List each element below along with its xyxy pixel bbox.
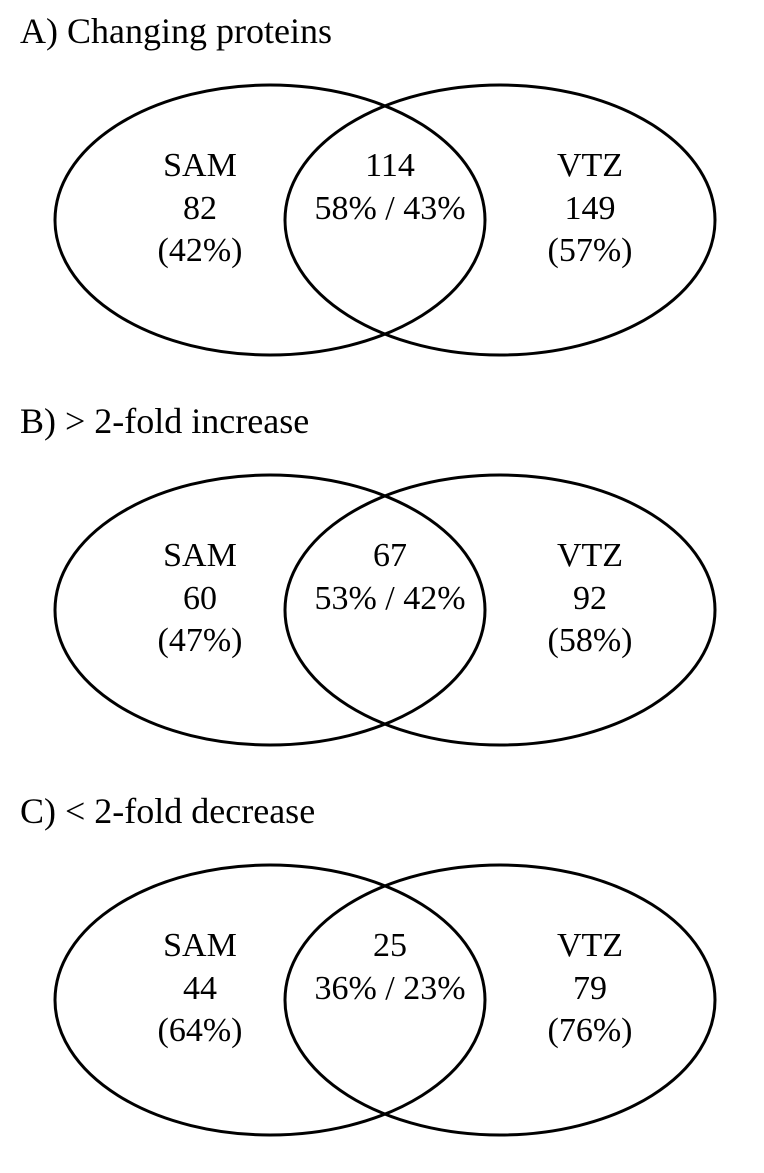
venn-C-mid-pct: 36% / 23% [290,968,490,1011]
venn-A-mid-count: 114 [290,145,490,188]
panel-A-title: A) Changing proteins [20,10,332,52]
venn-B-left-region: SAM 60 (47%) [100,535,300,663]
panel-B-title: B) > 2-fold increase [20,400,309,442]
venn-B-left-name: SAM [100,535,300,578]
venn-A-left-pct: (42%) [100,230,300,273]
venn-A-left-name: SAM [100,145,300,188]
venn-C-mid-count: 25 [290,925,490,968]
venn-B-left-pct: (47%) [100,620,300,663]
venn-A-left-count: 82 [100,188,300,231]
venn-B-mid-region: 67 53% / 42% [290,535,490,620]
venn-C-left-count: 44 [100,968,300,1011]
venn-B-mid-pct: 53% / 42% [290,578,490,621]
venn-C-right-region: VTZ 79 (76%) [490,925,690,1053]
venn-A-right-count: 149 [490,188,690,231]
panel-A-venn: SAM 82 (42%) 114 58% / 43% VTZ 149 (57%) [40,70,730,370]
venn-C-left-region: SAM 44 (64%) [100,925,300,1053]
venn-B-right-pct: (58%) [490,620,690,663]
venn-A-right-region: VTZ 149 (57%) [490,145,690,273]
panel-C-venn: SAM 44 (64%) 25 36% / 23% VTZ 79 (76%) [40,850,730,1150]
venn-C-left-pct: (64%) [100,1010,300,1053]
panel-B-venn: SAM 60 (47%) 67 53% / 42% VTZ 92 (58%) [40,460,730,760]
venn-B-right-name: VTZ [490,535,690,578]
venn-A-mid-region: 114 58% / 43% [290,145,490,230]
venn-B-right-count: 92 [490,578,690,621]
venn-A-right-name: VTZ [490,145,690,188]
venn-C-right-name: VTZ [490,925,690,968]
venn-C-right-pct: (76%) [490,1010,690,1053]
venn-B-mid-count: 67 [290,535,490,578]
venn-A-mid-pct: 58% / 43% [290,188,490,231]
figure-page: A) Changing proteins SAM 82 (42%) 114 58… [0,0,764,1173]
venn-C-right-count: 79 [490,968,690,1011]
venn-A-right-pct: (57%) [490,230,690,273]
venn-C-mid-region: 25 36% / 23% [290,925,490,1010]
venn-B-right-region: VTZ 92 (58%) [490,535,690,663]
venn-B-left-count: 60 [100,578,300,621]
venn-A-left-region: SAM 82 (42%) [100,145,300,273]
venn-C-left-name: SAM [100,925,300,968]
panel-C-title: C) < 2-fold decrease [20,790,315,832]
